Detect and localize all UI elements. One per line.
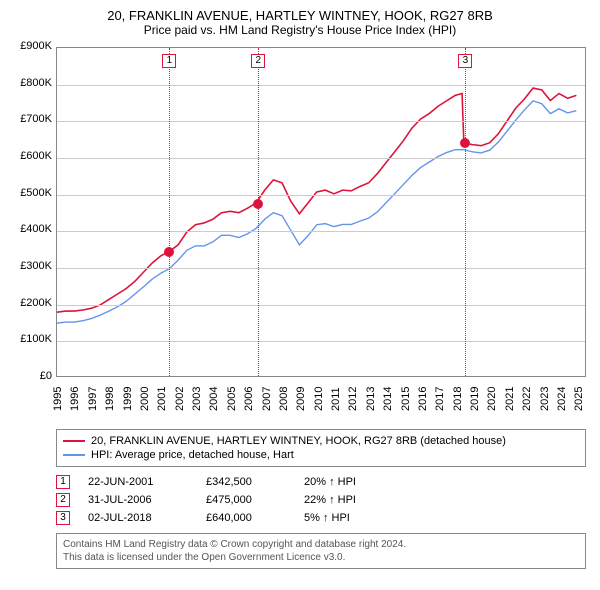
x-tick-label: 2006 [243, 387, 255, 411]
x-tick-label: 2007 [261, 387, 273, 411]
x-tick-label: 2010 [313, 387, 325, 411]
x-tick-label: 2008 [278, 387, 290, 411]
x-tick-label: 2011 [330, 387, 342, 411]
x-tick-label: 1999 [122, 387, 134, 411]
event-date: 22-JUN-2001 [88, 476, 188, 488]
chart-subtitle: Price paid vs. HM Land Registry's House … [8, 23, 592, 37]
x-tick-label: 2005 [226, 387, 238, 411]
legend-swatch [63, 454, 85, 456]
event-price: £475,000 [206, 494, 286, 506]
gridline [57, 341, 585, 342]
gridline [57, 268, 585, 269]
gridline [57, 231, 585, 232]
chart-area: 1 2 3 £0 £100K £200K £300K £400K £500K £600K £700… [8, 43, 592, 423]
x-tick-label: 2019 [469, 387, 481, 411]
chart-svg [57, 48, 585, 376]
legend: 20, FRANKLIN AVENUE, HARTLEY WINTNEY, HO… [56, 429, 586, 467]
event-price: £342,500 [206, 476, 286, 488]
x-tick-label: 1997 [87, 387, 99, 411]
gridline [57, 121, 585, 122]
gridline [57, 305, 585, 306]
x-tick-label: 2018 [452, 387, 464, 411]
x-tick-label: 1996 [69, 387, 81, 411]
y-tick-label: £600K [8, 150, 52, 162]
event-index-box: 3 [56, 511, 70, 525]
event-row: 2 31-JUL-2006 £475,000 22% ↑ HPI [56, 491, 586, 509]
footer-line-1: Contains HM Land Registry data © Crown c… [63, 538, 579, 551]
legend-label: 20, FRANKLIN AVENUE, HARTLEY WINTNEY, HO… [91, 435, 506, 447]
x-tick-label: 2009 [295, 387, 307, 411]
event-date: 31-JUL-2006 [88, 494, 188, 506]
x-tick-label: 2023 [539, 387, 551, 411]
x-tick-label: 1995 [52, 387, 64, 411]
plot-region: 1 2 3 [56, 47, 586, 377]
event-row: 3 02-JUL-2018 £640,000 5% ↑ HPI [56, 509, 586, 527]
gridline [57, 85, 585, 86]
x-tick-label: 2014 [382, 387, 394, 411]
event-pct: 22% ↑ HPI [304, 494, 404, 506]
x-tick-label: 2022 [521, 387, 533, 411]
event-index-box: 1 [56, 475, 70, 489]
y-tick-label: £300K [8, 260, 52, 272]
x-tick-label: 2020 [486, 387, 498, 411]
x-tick-label: 1998 [104, 387, 116, 411]
gridline [57, 158, 585, 159]
event-index-box: 2 [56, 493, 70, 507]
x-tick-label: 2003 [191, 387, 203, 411]
marker-line [169, 48, 170, 376]
x-tick-label: 2002 [174, 387, 186, 411]
event-row: 1 22-JUN-2001 £342,500 20% ↑ HPI [56, 473, 586, 491]
marker-dot [253, 199, 263, 209]
y-tick-label: £400K [8, 223, 52, 235]
x-tick-label: 2004 [208, 387, 220, 411]
marker-line [465, 48, 466, 376]
footer-attribution: Contains HM Land Registry data © Crown c… [56, 533, 586, 569]
legend-row: HPI: Average price, detached house, Hart [63, 448, 579, 462]
marker-line [258, 48, 259, 376]
y-tick-label: £100K [8, 333, 52, 345]
event-pct: 20% ↑ HPI [304, 476, 404, 488]
x-tick-label: 2024 [556, 387, 568, 411]
x-tick-label: 2013 [365, 387, 377, 411]
gridline [57, 195, 585, 196]
footer-line-2: This data is licensed under the Open Gov… [63, 551, 579, 564]
marker-box: 2 [251, 54, 265, 68]
x-tick-label: 2012 [347, 387, 359, 411]
x-tick-label: 2015 [400, 387, 412, 411]
legend-row: 20, FRANKLIN AVENUE, HARTLEY WINTNEY, HO… [63, 434, 579, 448]
y-tick-label: £800K [8, 77, 52, 89]
y-tick-label: £700K [8, 113, 52, 125]
marker-box: 3 [458, 54, 472, 68]
x-tick-label: 2001 [156, 387, 168, 411]
chart-title: 20, FRANKLIN AVENUE, HARTLEY WINTNEY, HO… [8, 8, 592, 23]
legend-swatch [63, 440, 85, 442]
y-tick-label: £0 [8, 370, 52, 382]
event-date: 02-JUL-2018 [88, 512, 188, 524]
x-tick-label: 2000 [139, 387, 151, 411]
y-tick-label: £900K [8, 40, 52, 52]
event-price: £640,000 [206, 512, 286, 524]
marker-box: 1 [162, 54, 176, 68]
y-tick-label: £200K [8, 297, 52, 309]
legend-label: HPI: Average price, detached house, Hart [91, 449, 294, 461]
event-table: 1 22-JUN-2001 £342,500 20% ↑ HPI 2 31-JUL-200… [56, 473, 586, 527]
x-tick-label: 2016 [417, 387, 429, 411]
event-pct: 5% ↑ HPI [304, 512, 404, 524]
x-tick-label: 2021 [504, 387, 516, 411]
x-tick-label: 2025 [573, 387, 585, 411]
x-tick-label: 2017 [434, 387, 446, 411]
y-tick-label: £500K [8, 187, 52, 199]
